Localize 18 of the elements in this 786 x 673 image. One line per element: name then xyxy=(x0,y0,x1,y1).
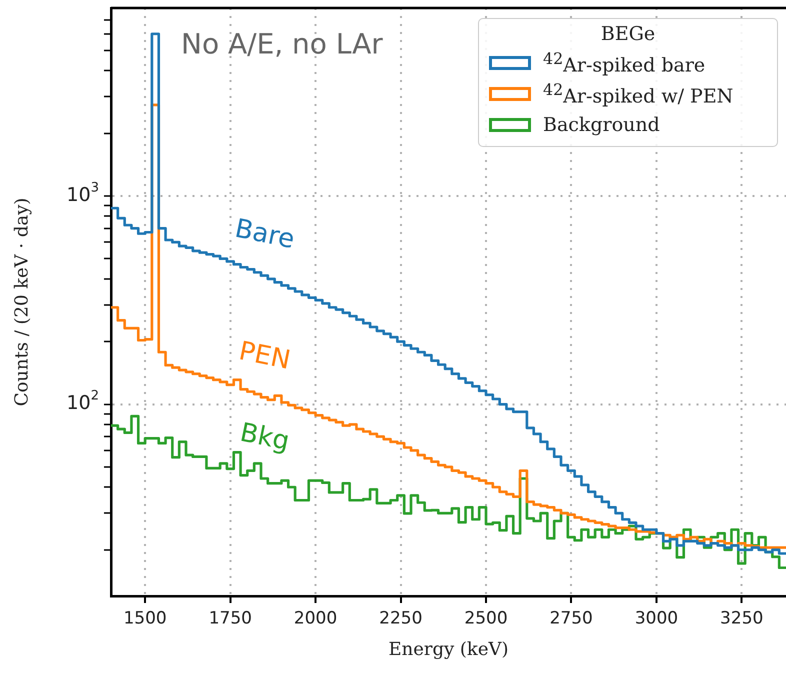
x-tick-label: 3000 xyxy=(634,608,678,629)
x-tick-label: 2000 xyxy=(294,608,338,629)
annotation: Bkg xyxy=(237,418,292,457)
annotation: Bare xyxy=(232,214,297,255)
annotation: No A/E, no LAr xyxy=(181,27,384,60)
y-axis-title: Counts / (20 keV · day) xyxy=(11,198,32,406)
x-axis-title: Energy (keV) xyxy=(388,638,509,660)
legend-label: $^{42}$Ar-spiked w/ PEN xyxy=(543,80,734,108)
x-tick-label: 1500 xyxy=(123,608,167,629)
x-tick-label: 1750 xyxy=(208,608,252,629)
legend-label: Background xyxy=(543,114,660,136)
legend-title: BEGe xyxy=(600,23,656,45)
x-tick-label: 2500 xyxy=(464,608,508,629)
x-tick-label: 3250 xyxy=(720,608,764,629)
x-tick-label: 2750 xyxy=(550,608,593,629)
annotation: PEN xyxy=(236,336,293,376)
x-tick-label: 2250 xyxy=(379,608,422,629)
legend-label: $^{42}$Ar-spiked bare xyxy=(543,48,706,76)
